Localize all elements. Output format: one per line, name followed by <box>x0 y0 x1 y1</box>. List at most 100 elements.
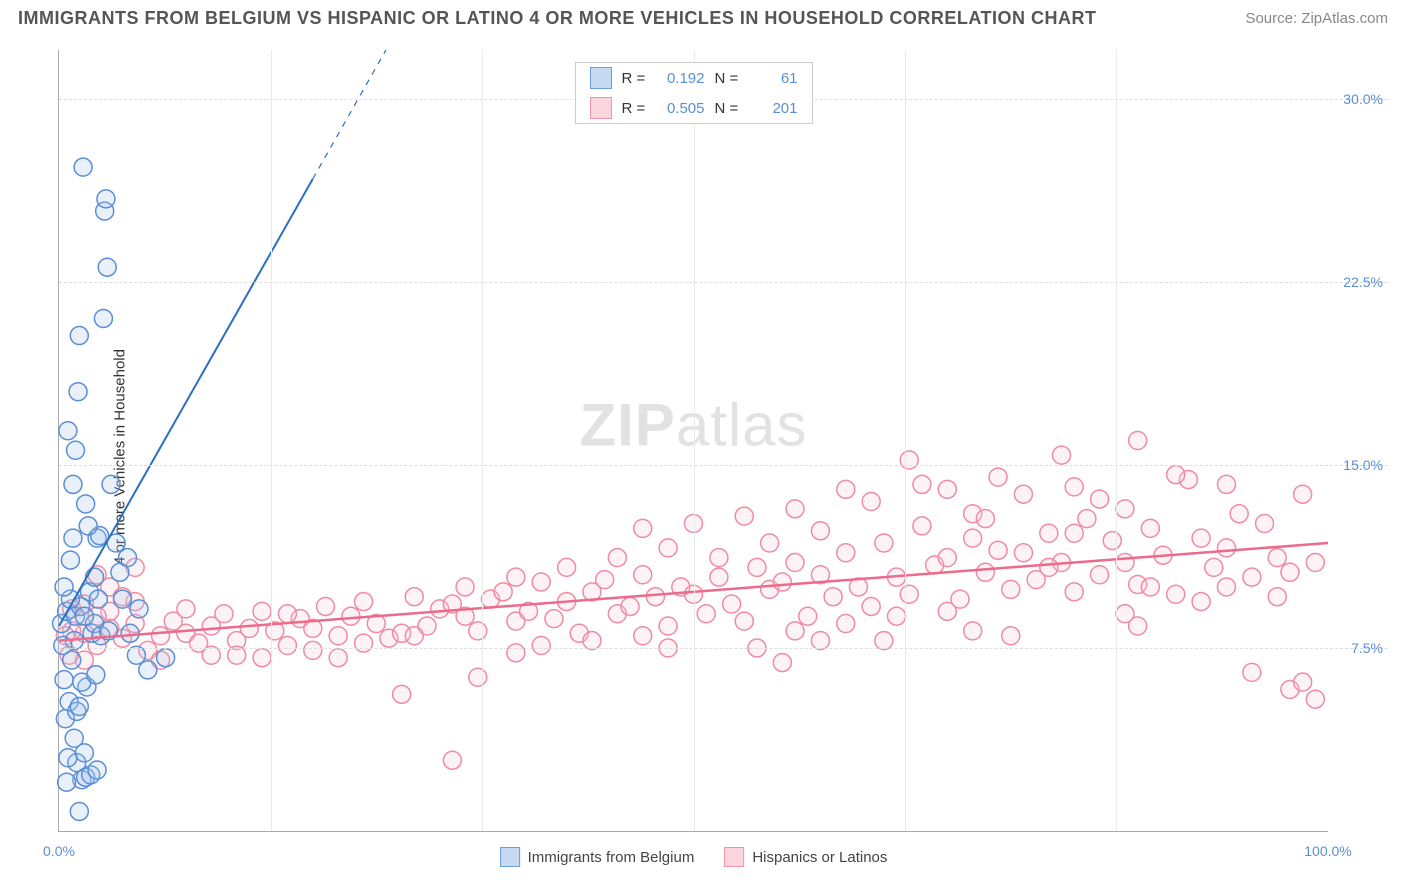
legend-item-belgium: Immigrants from Belgium <box>500 847 695 867</box>
point-hispanic <box>773 654 791 672</box>
gridline-v <box>905 50 906 831</box>
point-hispanic <box>1065 583 1083 601</box>
point-belgium <box>79 517 97 535</box>
point-belgium <box>55 671 73 689</box>
point-hispanic <box>456 578 474 596</box>
point-belgium <box>58 773 76 791</box>
point-hispanic <box>723 595 741 613</box>
source-label: Source: ZipAtlas.com <box>1245 10 1388 27</box>
point-hispanic <box>837 544 855 562</box>
point-hispanic <box>976 563 994 581</box>
point-hispanic <box>1192 593 1210 611</box>
point-hispanic <box>1065 524 1083 542</box>
point-belgium <box>59 422 77 440</box>
point-hispanic <box>1243 663 1261 681</box>
point-hispanic <box>558 558 576 576</box>
point-hispanic <box>532 573 550 591</box>
point-hispanic <box>405 627 423 645</box>
point-hispanic <box>1116 500 1134 518</box>
point-hispanic <box>1065 478 1083 496</box>
point-hispanic <box>862 493 880 511</box>
point-hispanic <box>786 500 804 518</box>
point-hispanic <box>964 622 982 640</box>
point-hispanic <box>1281 563 1299 581</box>
point-hispanic <box>304 641 322 659</box>
point-belgium <box>70 802 88 820</box>
point-hispanic <box>1103 532 1121 550</box>
y-tick-label: 22.5% <box>1343 274 1383 290</box>
point-hispanic <box>938 602 956 620</box>
point-belgium <box>69 383 87 401</box>
point-belgium <box>86 568 104 586</box>
point-hispanic <box>634 519 652 537</box>
point-hispanic <box>621 597 639 615</box>
chart-title: IMMIGRANTS FROM BELGIUM VS HISPANIC OR L… <box>18 8 1097 29</box>
point-belgium <box>77 495 95 513</box>
point-hispanic <box>1306 554 1324 572</box>
point-belgium <box>130 600 148 618</box>
legend-item-hispanic: Hispanics or Latinos <box>724 847 887 867</box>
gridline-v <box>694 50 695 831</box>
point-hispanic <box>1294 485 1312 503</box>
chart-container: 4 or more Vehicles in Household ZIPatlas… <box>18 40 1388 874</box>
point-hispanic <box>1217 539 1235 557</box>
point-hispanic <box>545 610 563 628</box>
gridline-v <box>271 50 272 831</box>
point-hispanic <box>837 480 855 498</box>
point-hispanic <box>355 634 373 652</box>
point-hispanic <box>735 612 753 630</box>
point-hispanic <box>329 627 347 645</box>
point-hispanic <box>1141 578 1159 596</box>
point-hispanic <box>824 588 842 606</box>
stats-row-hispanic: R = 0.505 N = 201 <box>576 93 812 123</box>
gridline-v <box>1116 50 1117 831</box>
plot-area: ZIPatlas R = 0.192 N = 61 R = 0.505 N = … <box>58 50 1328 832</box>
point-hispanic <box>583 632 601 650</box>
point-hispanic <box>1192 529 1210 547</box>
point-hispanic <box>1243 568 1261 586</box>
point-hispanic <box>507 568 525 586</box>
point-belgium <box>89 590 107 608</box>
point-hispanic <box>1306 690 1324 708</box>
y-tick-label: 30.0% <box>1343 91 1383 107</box>
series-legend: Immigrants from Belgium Hispanics or Lat… <box>500 847 888 867</box>
point-hispanic <box>1205 558 1223 576</box>
point-hispanic <box>900 451 918 469</box>
point-hispanic <box>494 583 512 601</box>
point-hispanic <box>761 534 779 552</box>
point-hispanic <box>634 566 652 584</box>
trendline-belgium-solid <box>59 179 313 626</box>
point-hispanic <box>1256 514 1274 532</box>
point-hispanic <box>976 510 994 528</box>
point-hispanic <box>811 522 829 540</box>
point-hispanic <box>507 644 525 662</box>
point-hispanic <box>786 554 804 572</box>
point-hispanic <box>659 539 677 557</box>
point-belgium <box>64 475 82 493</box>
point-belgium <box>55 578 73 596</box>
point-hispanic <box>152 627 170 645</box>
point-hispanic <box>342 607 360 625</box>
point-hispanic <box>1116 554 1134 572</box>
point-hispanic <box>469 668 487 686</box>
point-belgium <box>121 624 139 642</box>
point-hispanic <box>862 597 880 615</box>
stats-legend: R = 0.192 N = 61 R = 0.505 N = 201 <box>575 62 813 124</box>
point-hispanic <box>913 475 931 493</box>
point-hispanic <box>1014 485 1032 503</box>
gridline-h <box>59 282 1388 283</box>
point-belgium <box>88 761 106 779</box>
point-hispanic <box>405 588 423 606</box>
point-hispanic <box>177 600 195 618</box>
point-belgium <box>74 158 92 176</box>
point-hispanic <box>773 573 791 591</box>
point-hispanic <box>1091 566 1109 584</box>
point-hispanic <box>799 607 817 625</box>
point-hispanic <box>355 593 373 611</box>
point-hispanic <box>1002 580 1020 598</box>
point-hispanic <box>1078 510 1096 528</box>
point-hispanic <box>1167 466 1185 484</box>
point-hispanic <box>875 534 893 552</box>
y-tick-label: 7.5% <box>1351 640 1383 656</box>
gridline-h <box>59 648 1388 649</box>
